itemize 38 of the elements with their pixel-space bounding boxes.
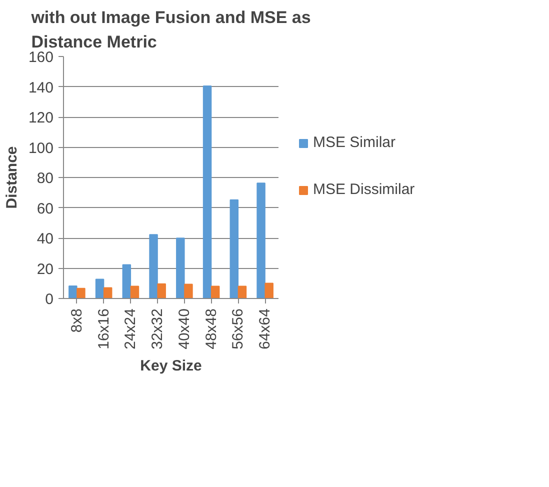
y-tick-label: 60	[36, 200, 54, 218]
legend-label: MSE Dissimilar	[313, 181, 415, 198]
x-axis-title: Key Size	[140, 357, 202, 374]
bar	[264, 282, 274, 298]
y-tick-label: 40	[36, 230, 54, 248]
legend-label: MSE Similar	[313, 134, 396, 151]
bar	[149, 234, 158, 298]
bar	[238, 286, 247, 298]
bar	[68, 285, 78, 298]
y-tick-label: 0	[45, 291, 54, 308]
y-tick-label: 100	[28, 140, 54, 157]
y-tick-label: 20	[36, 260, 54, 278]
x-tick-label: 56x56	[230, 308, 247, 350]
bar	[95, 278, 104, 298]
y-axis-title: Distance	[3, 146, 20, 209]
x-tick-label: 8x8	[68, 308, 86, 333]
bar	[157, 283, 166, 298]
bar	[130, 286, 140, 298]
bar	[210, 286, 220, 298]
bar	[176, 238, 185, 298]
x-tick-label: 16x16	[95, 308, 112, 350]
x-tick-label: 48x48	[202, 308, 220, 350]
x-tick-label: 64x64	[256, 308, 274, 350]
x-tick-label: 40x40	[176, 308, 193, 350]
bar	[230, 199, 239, 298]
bar	[122, 264, 132, 298]
y-tick-label: 80	[36, 170, 54, 187]
x-tick-label: 24x24	[122, 308, 140, 350]
bar	[202, 85, 212, 298]
y-tick-label: 160	[28, 49, 54, 66]
x-tick-label: 32x32	[149, 308, 166, 350]
bar	[256, 182, 266, 298]
bar	[184, 284, 193, 298]
bar	[103, 287, 112, 298]
chart-title: with out Image Fusion and MSE as Distance Metric	[30, 8, 311, 52]
y-tick-label: 140	[28, 79, 54, 96]
bar	[76, 288, 86, 298]
y-tick-label: 120	[28, 110, 54, 126]
